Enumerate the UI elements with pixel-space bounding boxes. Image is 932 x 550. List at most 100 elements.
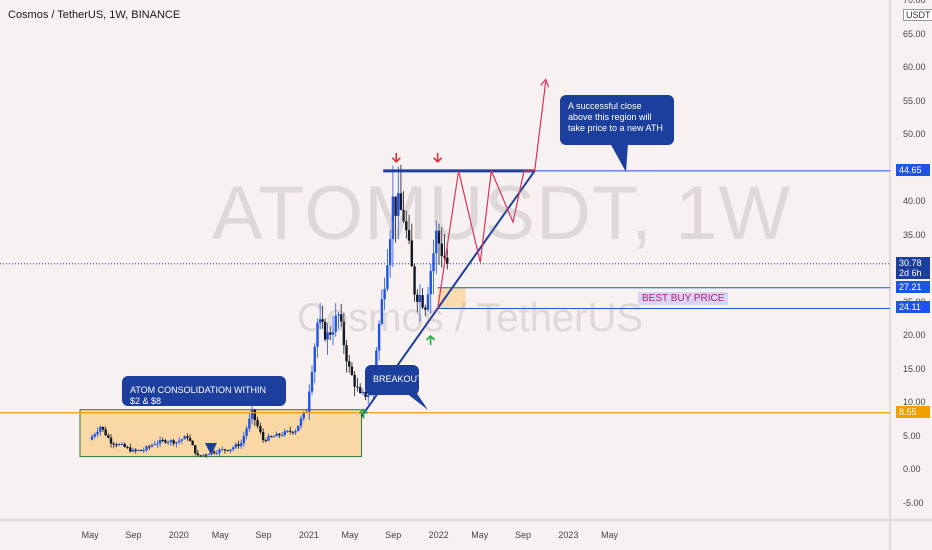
candle-body (93, 434, 96, 437)
candle-body (259, 426, 262, 433)
candle-body (156, 443, 159, 445)
candle-body (424, 307, 427, 310)
candle-body (275, 433, 278, 437)
candle-body (245, 428, 248, 436)
candle-body (286, 430, 289, 432)
price-tag-value: 8.55 (899, 406, 917, 417)
candle-body (410, 240, 414, 267)
time-tick-label: Sep (125, 530, 142, 540)
chart-title: Cosmos / TetherUS, 1W, BINANCE (8, 9, 181, 21)
candle-body (215, 453, 218, 455)
watermark-name: Cosmos / TetherUS (297, 296, 644, 340)
candle-body (267, 436, 270, 441)
projection-arrowhead (540, 78, 550, 88)
price-tag: 30.78 2d 6h (896, 256, 930, 279)
price-tag: 8.55 (896, 405, 930, 418)
candle-body (166, 442, 170, 444)
candle-body (186, 436, 189, 438)
candle-body (101, 426, 105, 430)
candle-body (264, 440, 268, 442)
candle-body (405, 221, 408, 231)
candle-body (131, 449, 135, 452)
low-arrow-2 (358, 408, 369, 419)
candle-body (364, 391, 367, 397)
breakout-text: BREAKOUT (373, 374, 423, 384)
consolidation-callout[interactable]: ATOM CONSOLIDATION WITHIN $2 & $8 (122, 376, 286, 406)
candle-body (220, 449, 224, 451)
low-arrow-1 (426, 334, 436, 345)
time-tick-label: May (81, 530, 99, 540)
candle-body (153, 444, 156, 446)
candle-body (329, 332, 332, 335)
currency-label: USDT (903, 9, 932, 21)
candle-body (175, 442, 178, 444)
candle-body (310, 372, 314, 392)
time-tick-label: May (471, 530, 489, 540)
price-tag: 24.11 (896, 301, 930, 314)
candle-body (299, 418, 303, 426)
candle-body (435, 230, 438, 254)
candle-body (158, 439, 162, 444)
candle-body (172, 440, 175, 444)
candle-body (234, 444, 237, 448)
price-tick-label: 35.00 (903, 229, 926, 240)
price-tick-label: 10.00 (903, 397, 926, 407)
candle-body (115, 444, 118, 446)
candle-body (129, 447, 132, 452)
candle-body (353, 374, 356, 387)
candle-body (348, 361, 351, 367)
breakout-callout[interactable]: BREAKOUT (365, 365, 423, 395)
candle-body (413, 266, 416, 295)
candle-body (313, 346, 316, 373)
candle-body (90, 436, 94, 440)
candle-body (256, 420, 259, 427)
candle-body (337, 314, 340, 316)
candle-body (239, 443, 243, 447)
candle-body (297, 425, 300, 432)
consolidation-zone (79, 409, 363, 458)
watermark-symbol: ATOMUSDT, 1W (212, 171, 792, 256)
candle-body (253, 409, 257, 421)
time-tick-label: May (341, 530, 359, 540)
candle-body (316, 322, 319, 347)
price-tick-label: -5.00 (903, 497, 924, 508)
candle-body (446, 257, 449, 264)
ath-top-arrow-2 (433, 152, 443, 163)
price-tick-label: 0.00 (903, 464, 921, 474)
price-tick-label: 50.00 (903, 129, 926, 139)
price-tag-value: 24.11 (899, 302, 921, 313)
candle-body (169, 440, 173, 443)
candle-body (367, 395, 370, 397)
time-tick-label: 2021 (298, 530, 319, 540)
price-tag-countdown: 2d 6h (899, 267, 922, 278)
candle-body (188, 437, 192, 441)
zones (79, 287, 466, 458)
price-tick-label: 15.00 (903, 363, 926, 374)
candle-body (294, 431, 297, 433)
candle-body (223, 449, 227, 451)
candle-body (386, 265, 389, 289)
time-tick-label: May (211, 530, 229, 540)
candle-body (99, 426, 102, 432)
candle-body (142, 450, 145, 452)
candle-body (207, 454, 210, 456)
candle-body (212, 451, 216, 454)
candle-body (137, 449, 140, 451)
candle-body (429, 271, 432, 295)
marks (205, 143, 628, 456)
candle-body (183, 436, 186, 440)
candle-body (375, 350, 378, 371)
ath-top-arrow-1 (391, 152, 401, 163)
candle-body (112, 443, 115, 445)
candle-body (123, 443, 126, 448)
candle-body (177, 440, 181, 443)
candle-body (443, 256, 446, 258)
candle-body (272, 436, 276, 438)
candle-body (318, 319, 322, 323)
ath-callout[interactable]: A successful close above this region wil… (560, 95, 674, 145)
candle-body (377, 323, 381, 351)
candle-body (326, 332, 329, 340)
price-tick-label: 70.00 (903, 0, 926, 5)
